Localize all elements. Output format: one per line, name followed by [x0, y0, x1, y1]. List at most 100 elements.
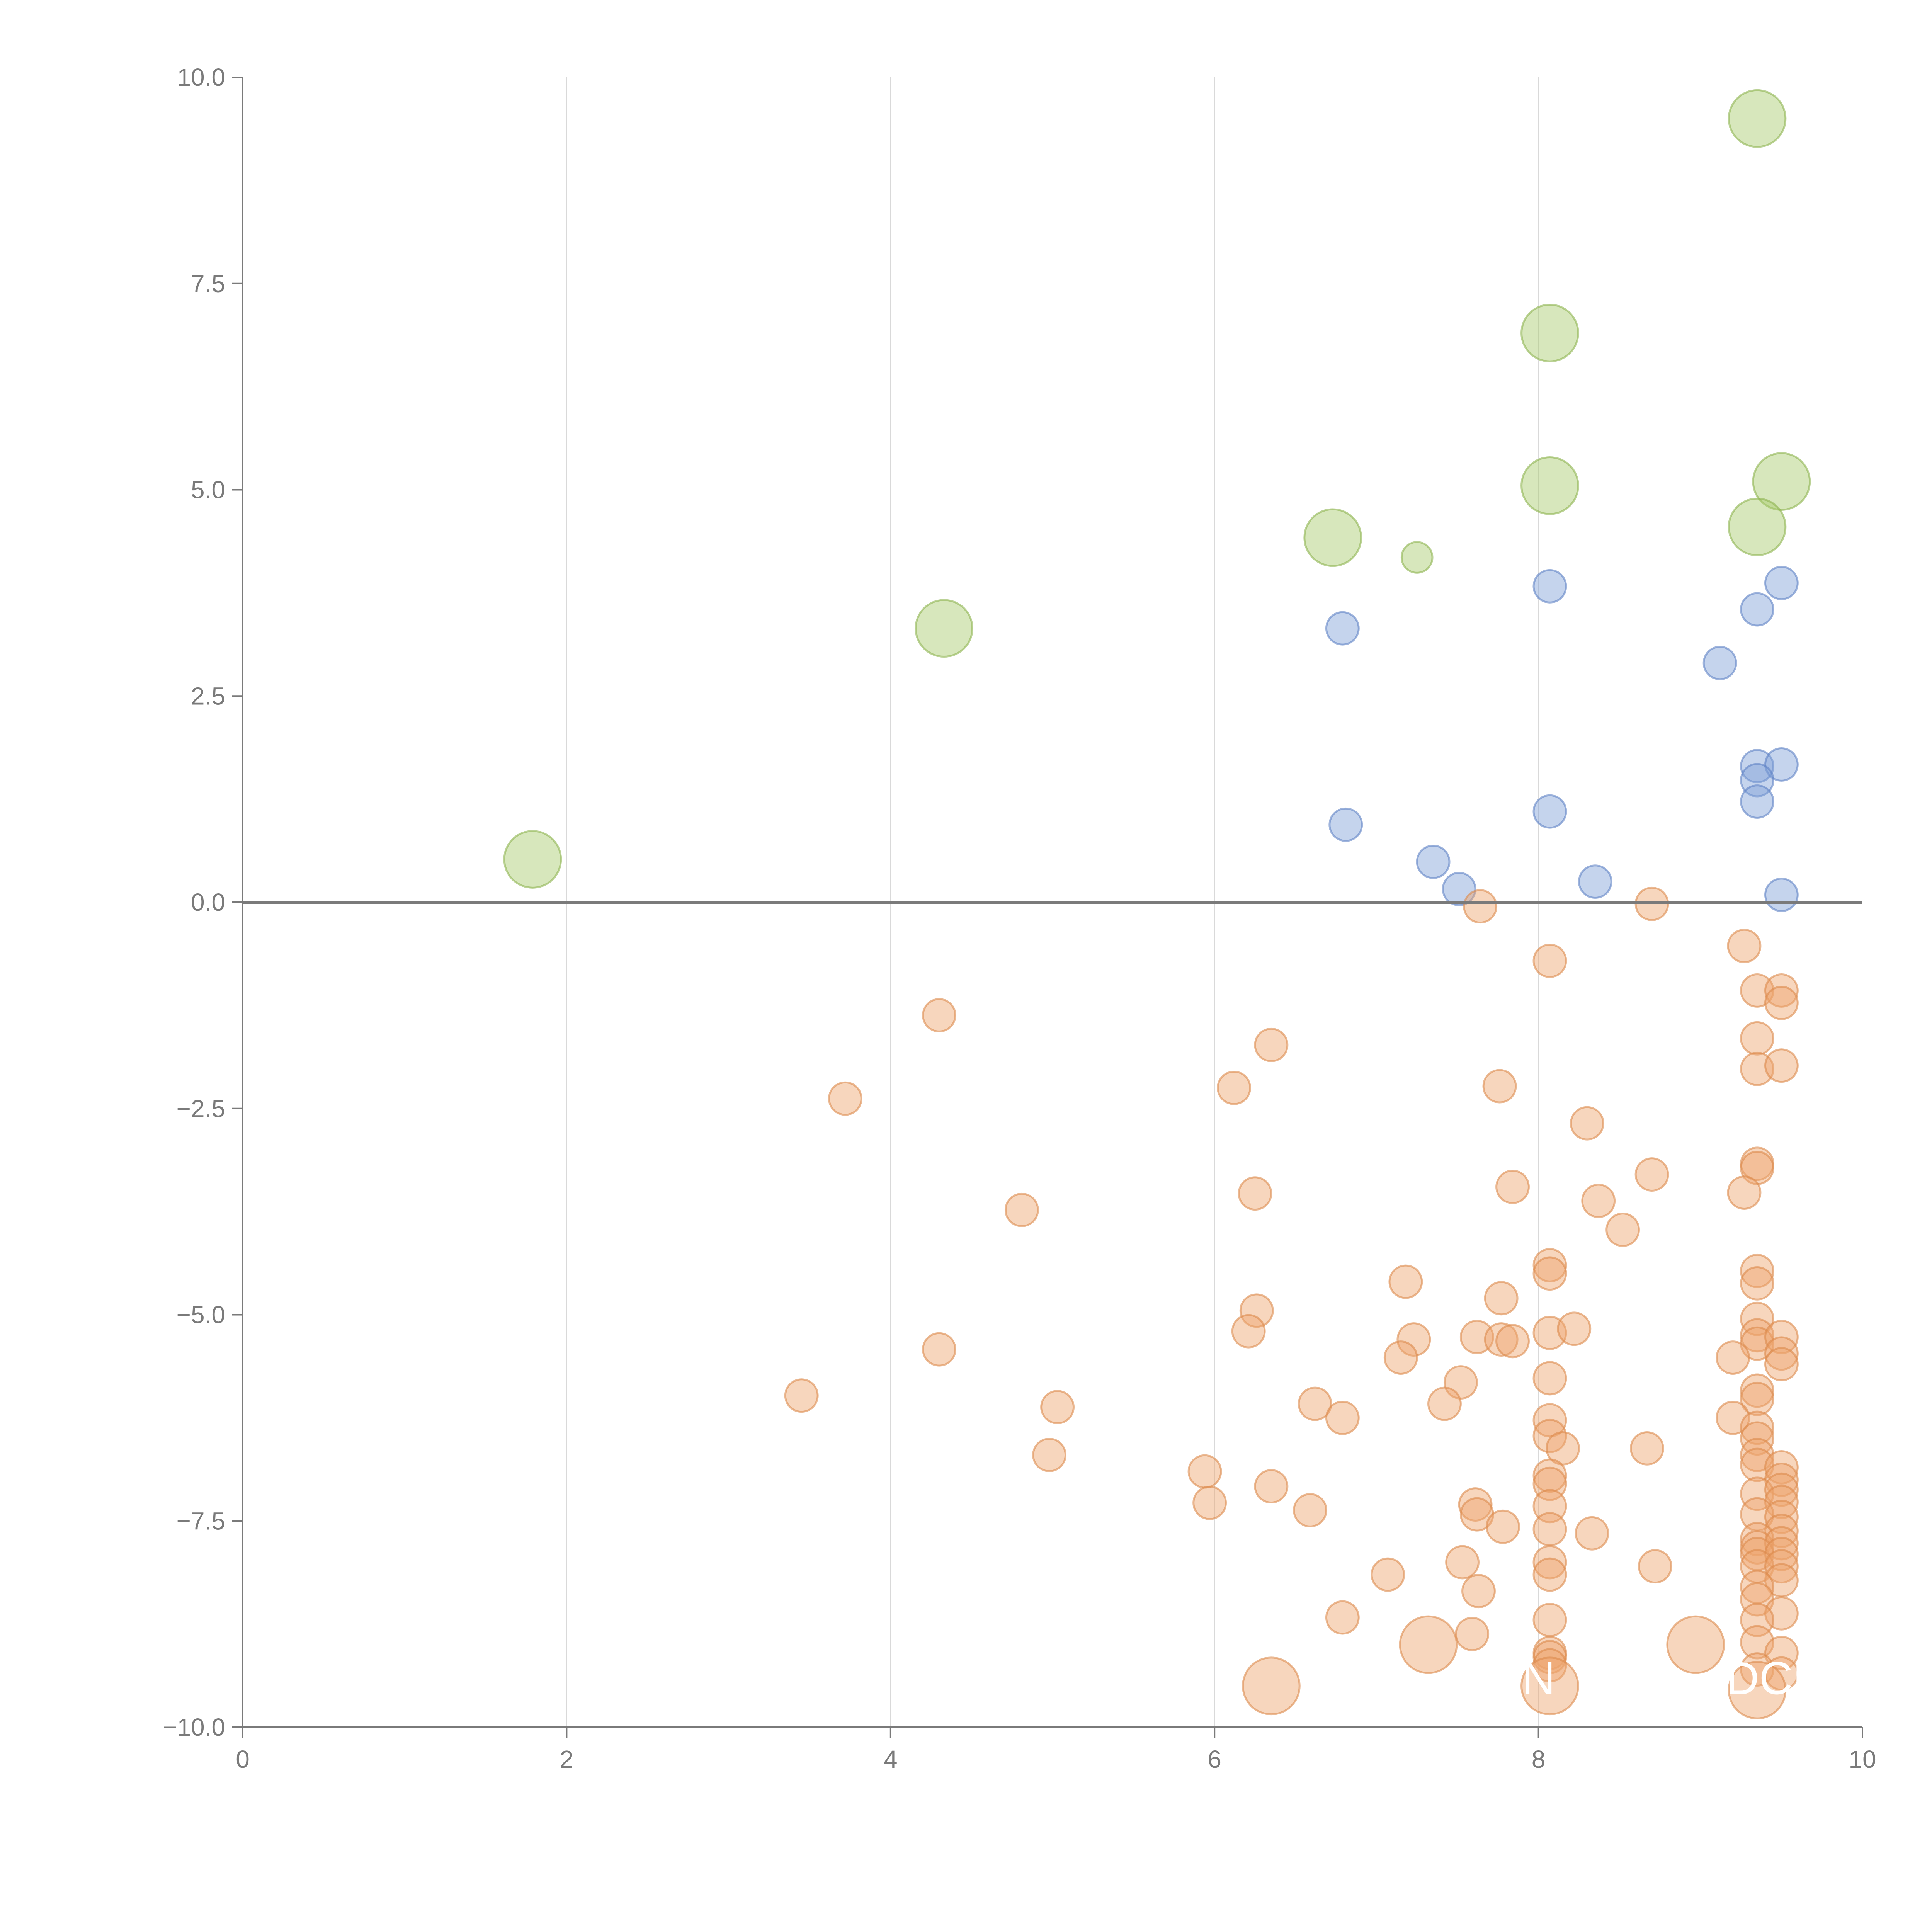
data-point — [1495, 1324, 1530, 1359]
x-tick-label: 10 — [1849, 1745, 1876, 1773]
data-point — [1325, 611, 1360, 646]
data-point — [1254, 1027, 1289, 1062]
data-point — [1032, 1438, 1067, 1472]
data-point — [1485, 1509, 1520, 1544]
data-point — [1702, 646, 1737, 680]
data-point — [1532, 1458, 1567, 1493]
data-point — [1532, 1557, 1567, 1592]
data-point — [922, 998, 956, 1032]
y-tick-label: −2.5 — [177, 1095, 225, 1122]
y-tick-label: 5.0 — [191, 476, 225, 504]
data-point — [1570, 1106, 1604, 1141]
data-point — [1396, 1322, 1431, 1357]
data-point — [1463, 889, 1498, 924]
data-point — [1728, 1661, 1787, 1719]
x-tick-label: 0 — [236, 1745, 250, 1773]
data-point — [1740, 1253, 1774, 1288]
series-green-small — [1400, 541, 1434, 574]
data-point — [1520, 456, 1579, 515]
data-point — [1461, 1574, 1496, 1609]
data-point — [1532, 1512, 1567, 1547]
data-point — [1192, 1485, 1227, 1520]
y-tick-label: −7.5 — [177, 1507, 225, 1535]
series-blue — [1325, 566, 1799, 912]
data-point — [503, 830, 562, 889]
data-point — [1532, 1648, 1567, 1683]
data-point — [1764, 566, 1799, 600]
data-point — [1764, 1347, 1799, 1382]
data-point — [1728, 89, 1787, 148]
data-point — [1666, 1615, 1725, 1674]
data-point — [1532, 1603, 1567, 1637]
data-point — [1740, 784, 1774, 819]
data-point — [1727, 929, 1762, 963]
data-point — [1532, 1248, 1567, 1282]
data-point — [1484, 1322, 1519, 1357]
data-point — [1303, 508, 1362, 567]
y-tick-label: 7.5 — [191, 270, 225, 298]
data-point — [1764, 1500, 1799, 1534]
data-point — [1764, 1472, 1799, 1507]
series-orange — [784, 886, 1799, 1691]
y-tick-label: 10.0 — [177, 63, 225, 91]
data-point — [1764, 878, 1799, 912]
data-point — [1532, 1361, 1567, 1396]
data-point — [1764, 986, 1799, 1020]
y-tick-label: 0.0 — [191, 888, 225, 916]
data-point — [784, 1378, 819, 1413]
data-point — [1764, 1549, 1799, 1584]
data-point — [1532, 944, 1567, 978]
data-point — [1740, 749, 1774, 784]
data-point — [1764, 1656, 1799, 1691]
x-tick-label: 8 — [1532, 1745, 1546, 1773]
y-tick-label: −5.0 — [177, 1301, 225, 1329]
data-point — [922, 1332, 956, 1367]
data-point — [1328, 807, 1363, 842]
y-tick-label: −10.0 — [163, 1713, 225, 1741]
data-point — [1740, 1410, 1774, 1445]
data-point — [1728, 497, 1787, 556]
x-tick-label: 6 — [1208, 1745, 1221, 1773]
data-point — [1575, 1516, 1609, 1551]
data-point — [1638, 1549, 1672, 1584]
data-point — [1764, 1048, 1799, 1083]
data-point — [1520, 303, 1579, 362]
data-point — [1634, 886, 1669, 921]
data-point — [1532, 1545, 1567, 1580]
data-point — [1399, 1615, 1458, 1674]
data-point — [1727, 1175, 1762, 1210]
data-point — [1242, 1656, 1301, 1716]
data-point — [1416, 844, 1451, 879]
data-point — [1238, 1176, 1272, 1211]
data-point — [1495, 1170, 1530, 1204]
data-point — [1040, 1390, 1075, 1425]
data-point — [1004, 1192, 1039, 1227]
overlay-labels: N DCF — [1522, 1653, 1821, 1704]
data-point — [1716, 1340, 1750, 1375]
data-point — [1445, 1545, 1480, 1580]
data-point — [1532, 569, 1567, 604]
data-point — [1764, 1336, 1799, 1371]
data-point — [1764, 973, 1799, 1008]
data-point — [1532, 794, 1567, 829]
data-point — [1254, 1469, 1289, 1504]
data-point — [1532, 1256, 1567, 1291]
y-tick-label: 2.5 — [191, 682, 225, 710]
data-point — [1740, 592, 1774, 627]
data-point — [1383, 1340, 1418, 1375]
data-point — [1325, 1400, 1360, 1435]
data-point — [1740, 1373, 1774, 1408]
data-point — [1293, 1493, 1327, 1527]
data-point — [1239, 1293, 1274, 1328]
data-point — [1634, 1157, 1669, 1192]
series-green — [503, 89, 1811, 889]
data-point — [828, 1081, 862, 1116]
data-point — [1740, 1318, 1774, 1353]
data-point — [1532, 1418, 1567, 1453]
data-point — [1482, 1069, 1517, 1104]
x-tick-label: 2 — [560, 1745, 574, 1773]
series-orange-large — [1242, 1615, 1787, 1719]
data-point — [1400, 541, 1434, 574]
data-point — [1455, 1617, 1490, 1651]
